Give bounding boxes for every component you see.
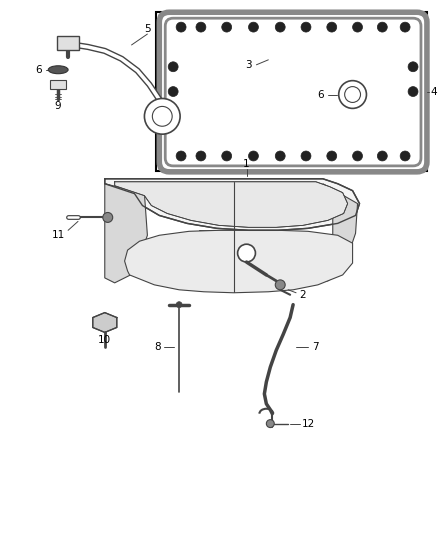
Circle shape: [353, 151, 363, 161]
Polygon shape: [124, 230, 353, 293]
Circle shape: [400, 151, 410, 161]
Circle shape: [176, 22, 186, 32]
Text: 6: 6: [318, 90, 324, 100]
Circle shape: [408, 62, 418, 72]
Circle shape: [176, 151, 186, 161]
Circle shape: [237, 244, 255, 262]
Text: 3: 3: [245, 60, 252, 70]
Text: 5: 5: [144, 24, 151, 34]
Ellipse shape: [48, 66, 68, 74]
Text: 10: 10: [98, 335, 111, 345]
Circle shape: [345, 86, 360, 102]
Circle shape: [275, 280, 285, 290]
Polygon shape: [199, 230, 268, 288]
Circle shape: [168, 62, 178, 72]
Circle shape: [196, 22, 206, 32]
Circle shape: [378, 151, 387, 161]
Text: 2: 2: [300, 290, 306, 300]
Circle shape: [275, 151, 285, 161]
Circle shape: [248, 151, 258, 161]
Circle shape: [327, 151, 337, 161]
Circle shape: [222, 22, 232, 32]
Circle shape: [301, 22, 311, 32]
Circle shape: [176, 302, 182, 308]
Text: 1: 1: [243, 159, 250, 169]
FancyBboxPatch shape: [50, 79, 66, 88]
Circle shape: [196, 151, 206, 161]
Text: 8: 8: [154, 342, 161, 352]
Circle shape: [168, 86, 178, 96]
Text: 4: 4: [431, 86, 438, 96]
Circle shape: [103, 213, 113, 222]
Circle shape: [353, 22, 363, 32]
Circle shape: [275, 22, 285, 32]
Text: 11: 11: [52, 230, 65, 240]
Polygon shape: [308, 184, 357, 283]
Circle shape: [400, 22, 410, 32]
Circle shape: [408, 86, 418, 96]
Polygon shape: [105, 179, 360, 230]
Circle shape: [266, 419, 274, 427]
Circle shape: [222, 151, 232, 161]
FancyBboxPatch shape: [57, 36, 79, 50]
Text: 6: 6: [35, 64, 42, 75]
Polygon shape: [105, 184, 148, 283]
Text: 7: 7: [313, 342, 319, 352]
Polygon shape: [115, 182, 348, 228]
Circle shape: [301, 151, 311, 161]
Circle shape: [152, 107, 172, 126]
Circle shape: [339, 80, 367, 108]
Text: 9: 9: [55, 101, 61, 111]
Circle shape: [145, 99, 180, 134]
Circle shape: [327, 22, 337, 32]
Text: 12: 12: [301, 418, 314, 429]
Circle shape: [378, 22, 387, 32]
Circle shape: [248, 22, 258, 32]
Polygon shape: [93, 312, 117, 333]
Bar: [156, 12, 427, 171]
